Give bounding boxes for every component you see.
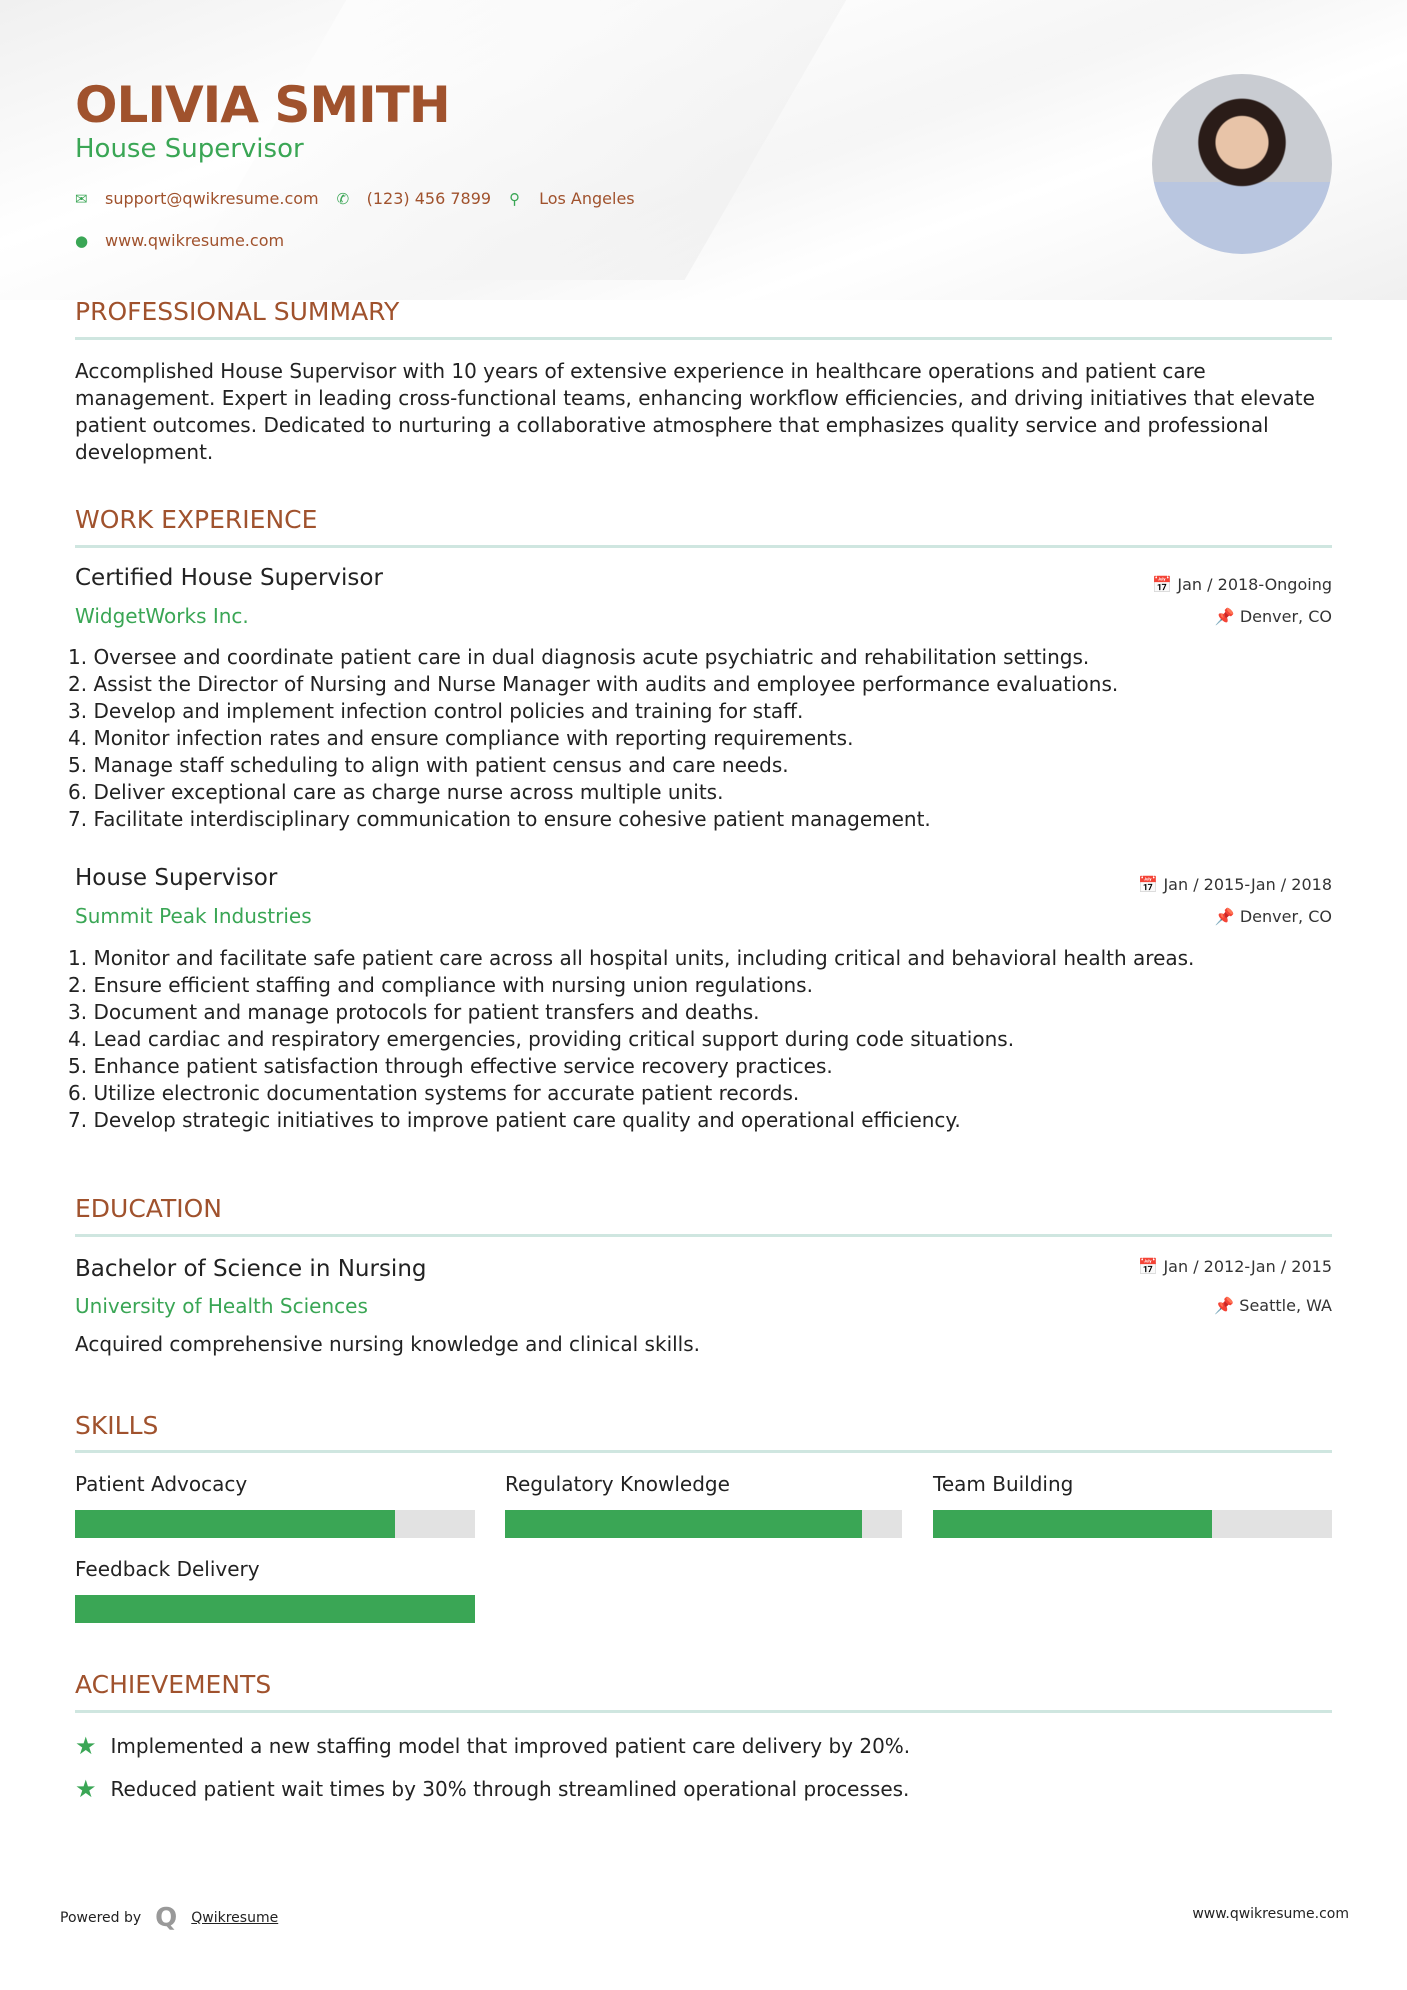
phone-text: (123) 456 7899 bbox=[366, 189, 492, 208]
list-item: 2. Assist the Director of Nursing and Nu… bbox=[68, 672, 1119, 696]
job-date: 📅 Jan / 2015-Jan / 2018 bbox=[1138, 875, 1332, 894]
pin-icon: 📌 bbox=[1214, 1296, 1240, 1315]
skill-bar-fill bbox=[75, 1595, 475, 1623]
skill-label: Feedback Delivery bbox=[75, 1557, 260, 1581]
divider bbox=[75, 1710, 1332, 1713]
summary-text: Accomplished House Supervisor with 10 ye… bbox=[75, 359, 1315, 464]
pin-icon: 📌 bbox=[1214, 907, 1240, 926]
skill-label: Patient Advocacy bbox=[75, 1472, 248, 1496]
achievement-item: ★ Reduced patient wait times by 30% throu… bbox=[75, 1775, 910, 1803]
calendar-icon: 📅 bbox=[1138, 1257, 1164, 1276]
candidate-name: OLIVIA SMITH bbox=[75, 76, 451, 134]
pin-icon: 📌 bbox=[1214, 607, 1240, 626]
divider bbox=[75, 1234, 1332, 1237]
divider bbox=[75, 337, 1332, 340]
section-heading-work: WORK EXPERIENCE bbox=[75, 505, 318, 534]
list-item: 5. Manage staff scheduling to align with… bbox=[68, 753, 789, 777]
website-link[interactable]: www.qwikresume.com bbox=[105, 231, 285, 250]
job-title: House Supervisor bbox=[75, 134, 304, 164]
list-item: 2. Ensure efficient staffing and complia… bbox=[68, 973, 813, 997]
list-item: 7. Facilitate interdisciplinary communic… bbox=[68, 807, 931, 831]
degree: Bachelor of Science in Nursing bbox=[75, 1256, 427, 1282]
qwikresume-logo-icon: Q bbox=[155, 1903, 178, 1933]
globe-icon: ● bbox=[75, 231, 89, 250]
star-icon: ★ bbox=[75, 1775, 97, 1803]
job-bullets: 1. Oversee and coordinate patient care i… bbox=[68, 644, 1118, 833]
list-item: 4. Lead cardiac and respiratory emergenc… bbox=[68, 1027, 1015, 1051]
list-item: 6. Deliver exceptional care as charge nu… bbox=[68, 780, 724, 804]
section-heading-achievements: ACHIEVEMENTS bbox=[75, 1670, 272, 1699]
email-link[interactable]: support@qwikresume.com bbox=[105, 189, 319, 208]
divider bbox=[75, 545, 1332, 548]
envelope-icon: ✉ bbox=[75, 189, 88, 208]
skill-bar-fill bbox=[75, 1510, 395, 1538]
company-name: Summit Peak Industries bbox=[75, 904, 312, 928]
job-date: 📅 Jan / 2018-Ongoing bbox=[1152, 575, 1332, 594]
job-location: 📌 Denver, CO bbox=[1214, 907, 1332, 926]
location-text: Los Angeles bbox=[539, 189, 635, 208]
section-heading-education: EDUCATION bbox=[75, 1194, 222, 1223]
skill-bar bbox=[933, 1510, 1332, 1538]
education-location: 📌 Seattle, WA bbox=[1214, 1296, 1332, 1315]
map-pin-icon: ⚲ bbox=[509, 189, 521, 208]
list-item: 1. Monitor and facilitate safe patient c… bbox=[68, 946, 1195, 970]
star-icon: ★ bbox=[75, 1732, 97, 1760]
calendar-icon: 📅 bbox=[1152, 575, 1178, 594]
skill-bar-fill bbox=[933, 1510, 1213, 1538]
section-heading-summary: PROFESSIONAL SUMMARY bbox=[75, 297, 400, 326]
job-bullets: 1. Monitor and facilitate safe patient c… bbox=[68, 945, 1194, 1134]
divider bbox=[75, 1450, 1332, 1453]
list-item: 3. Document and manage protocols for pat… bbox=[68, 1000, 760, 1024]
education-description: Acquired comprehensive nursing knowledge… bbox=[75, 1332, 701, 1356]
calendar-icon: 📅 bbox=[1138, 875, 1164, 894]
brand-link[interactable]: Qwikresume bbox=[191, 1910, 279, 1926]
company-name: WidgetWorks Inc. bbox=[75, 604, 249, 628]
education-date: 📅 Jan / 2012-Jan / 2015 bbox=[1138, 1257, 1332, 1276]
skill-bar bbox=[75, 1595, 475, 1623]
footer-powered: Powered by Q Qwikresume bbox=[60, 1903, 279, 1933]
skill-label: Team Building bbox=[933, 1472, 1074, 1496]
achievement-item: ★ Implemented a new staffing model that i… bbox=[75, 1732, 911, 1760]
skill-bar-fill bbox=[505, 1510, 863, 1538]
list-item: 7. Develop strategic initiatives to impr… bbox=[68, 1108, 961, 1132]
list-item: 6. Utilize electronic documentation syst… bbox=[68, 1081, 800, 1105]
contact-row: ✉ support@qwikresume.com ✆ (123) 456 789… bbox=[75, 189, 635, 208]
list-item: 3. Develop and implement infection contr… bbox=[68, 699, 804, 723]
job-title: Certified House Supervisor bbox=[75, 565, 383, 591]
skill-bar bbox=[505, 1510, 902, 1538]
section-heading-skills: SKILLS bbox=[75, 1411, 159, 1440]
avatar bbox=[1152, 74, 1332, 254]
phone-icon: ✆ bbox=[336, 189, 350, 208]
list-item: 1. Oversee and coordinate patient care i… bbox=[68, 645, 1090, 669]
skill-bar bbox=[75, 1510, 475, 1538]
school-name: University of Health Sciences bbox=[75, 1294, 368, 1318]
skill-label: Regulatory Knowledge bbox=[505, 1472, 730, 1496]
list-item: 4. Monitor infection rates and ensure co… bbox=[68, 726, 854, 750]
website-row: ● www.qwikresume.com bbox=[75, 231, 284, 250]
footer-website[interactable]: www.qwikresume.com bbox=[1192, 1906, 1349, 1922]
list-item: 5. Enhance patient satisfaction through … bbox=[68, 1054, 833, 1078]
job-location: 📌 Denver, CO bbox=[1214, 607, 1332, 626]
job-title: House Supervisor bbox=[75, 865, 278, 891]
